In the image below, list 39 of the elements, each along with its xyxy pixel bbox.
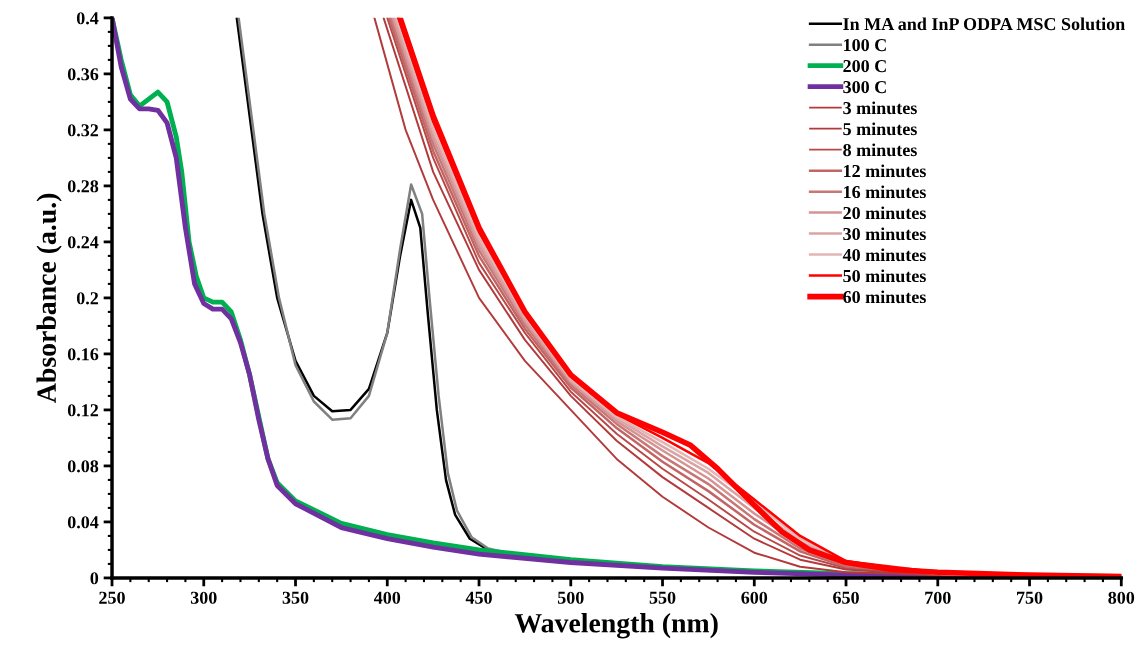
y-tick-label: 0.36 [67,68,99,81]
legend-label: 5 minutes [843,122,917,136]
legend-label: 60 minutes [843,290,926,304]
legend-label: 12 minutes [844,164,926,178]
legend-label: In MA and InP ODPA MSC Solution [843,17,1125,31]
legend-label: 40 minutes [842,248,926,262]
x-tick-label: 750 [1017,591,1043,604]
y-tick-label: 0.08 [67,460,99,473]
y-tick-label: 0.12 [67,404,99,417]
legend-label: 100 C [844,38,886,52]
legend-label: 8 minutes [843,143,917,157]
x-tick-label: 700 [925,591,951,604]
y-tick-label: 0.32 [67,124,99,137]
y-axis-title: Absorbance (a.u.) [36,193,62,403]
y-tick-label: 0.28 [67,180,99,193]
legend-label: 3 minutes [843,101,917,115]
legend-label: 20 minutes [843,206,926,220]
x-tick-label: 400 [373,591,401,604]
legend-label: 30 minutes [843,227,926,241]
x-axis-title: Wavelength (nm) [514,613,718,639]
y-tick-label: 0.04 [67,516,99,529]
legend-label: 200 C [843,59,886,73]
x-tick-label: 650 [833,591,859,604]
legend-label: 300 C [843,80,886,94]
y-tick-label: 0.2 [76,292,99,305]
x-tick-label: 600 [741,591,768,604]
legend-label: 16 minutes [844,185,926,199]
y-tick-label: 0.24 [67,236,99,249]
x-tick-label: 350 [282,591,309,604]
x-tick-label: 450 [465,591,492,604]
y-tick-label: 0 [90,572,99,585]
x-tick-label: 550 [649,591,676,604]
x-tick-label: 250 [99,591,125,604]
x-tick-label: 800 [1108,591,1135,604]
y-tick-label: 0.4 [76,12,99,25]
x-tick-label: 300 [190,591,217,604]
legend-label: 50 minutes [843,269,926,283]
y-tick-label: 0.16 [67,348,99,361]
x-tick-label: 500 [557,591,584,604]
